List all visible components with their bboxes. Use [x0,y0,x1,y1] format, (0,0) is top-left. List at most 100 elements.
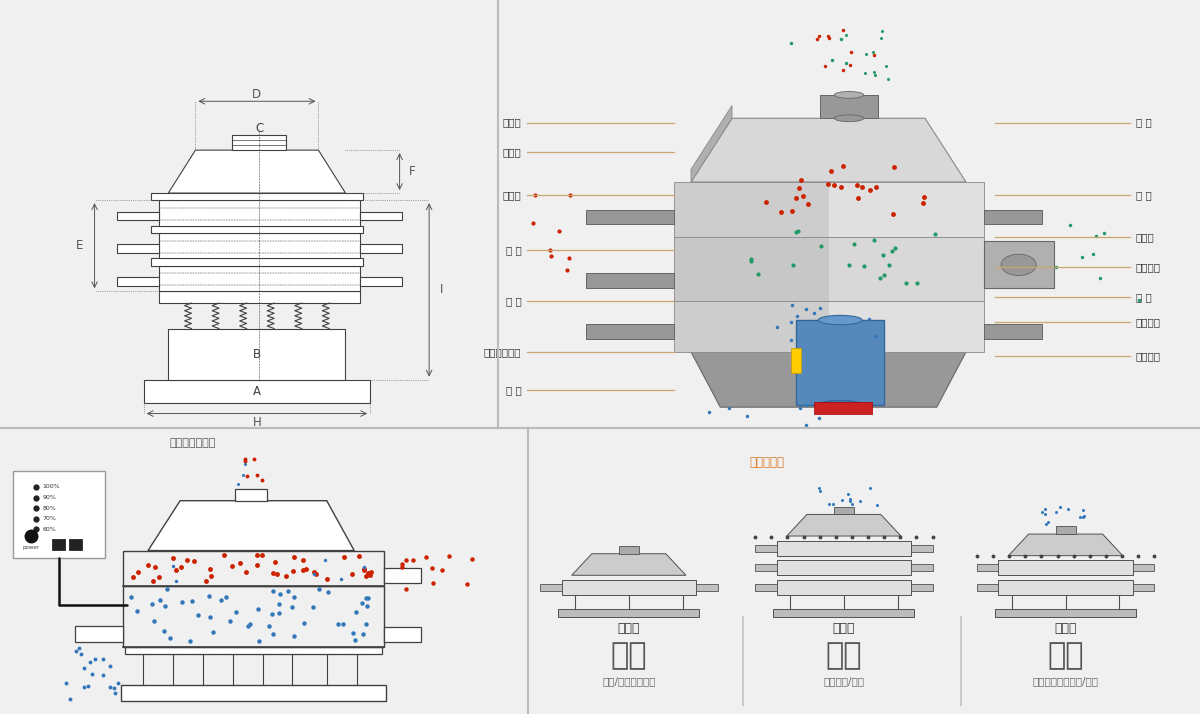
Bar [773,608,914,618]
Polygon shape [168,150,346,193]
Bar [755,564,776,571]
Bar [151,258,362,266]
Bar [360,277,402,286]
Text: 运输固定螺栓: 运输固定螺栓 [484,347,521,357]
Bar [1133,564,1154,571]
Text: 外形尺寸示意图: 外形尺寸示意图 [169,438,216,448]
Text: 出料口: 出料口 [503,190,521,200]
Text: C: C [256,122,264,136]
Bar [151,226,362,233]
Text: I: I [439,283,443,296]
Text: 双层式: 双层式 [1055,622,1076,635]
Text: H: H [252,416,262,428]
Bar [558,608,700,618]
Bar [998,580,1133,595]
Bar [562,580,696,595]
Text: power: power [23,545,40,550]
Bar [1056,526,1075,534]
Text: 去除液体中的颗粒/异物: 去除液体中的颗粒/异物 [1032,676,1099,686]
Text: 防尘盖: 防尘盖 [503,147,521,157]
Text: 弹 簧: 弹 簧 [505,296,521,306]
Text: 振动电机: 振动电机 [1135,317,1160,327]
Bar [977,564,998,571]
Text: 筛 盘: 筛 盘 [1135,292,1152,302]
Text: 束 环: 束 环 [505,245,521,255]
Bar [776,540,911,555]
Bar [122,550,384,586]
Text: 三层式: 三层式 [833,622,856,635]
Text: F: F [408,165,415,178]
Text: A: A [253,385,260,398]
Polygon shape [1008,534,1123,555]
Bar [158,266,360,291]
Bar [116,212,158,220]
Bar [834,507,854,514]
Text: 过滤: 过滤 [826,641,862,670]
Bar [540,584,562,591]
Bar [984,324,1042,339]
Polygon shape [673,237,984,301]
Bar [998,560,1133,575]
Text: B: B [253,348,260,361]
Ellipse shape [834,91,864,99]
Text: 结构示意图: 结构示意图 [750,456,785,469]
Polygon shape [673,182,828,237]
Bar [814,402,872,413]
Bar [995,608,1136,618]
Bar [1133,584,1154,591]
Bar [755,545,776,552]
Bar [158,233,360,258]
Text: 除杂: 除杂 [1048,641,1084,670]
Polygon shape [673,301,984,352]
Bar [911,584,932,591]
Bar [776,560,911,575]
Text: 分级: 分级 [611,641,647,670]
Bar [151,193,362,200]
Bar [158,200,360,226]
Bar [755,584,776,591]
Bar [116,244,158,253]
Text: D: D [252,89,262,101]
Ellipse shape [1001,254,1037,276]
Polygon shape [673,301,828,352]
Bar [797,320,884,405]
Bar [384,627,421,642]
Text: 网 架: 网 架 [1135,190,1152,200]
Bar [820,95,878,119]
Polygon shape [691,106,732,182]
Bar [384,568,421,583]
Polygon shape [787,514,901,536]
Bar [619,545,638,554]
Bar [168,328,346,380]
Text: 100%: 100% [43,484,60,490]
Bar [586,210,673,224]
Bar [233,135,287,150]
Text: 60%: 60% [43,527,56,532]
Polygon shape [673,237,828,301]
Bar [984,273,1042,288]
Bar [74,625,122,642]
Bar [776,580,911,595]
Bar [586,273,673,288]
Bar [586,324,673,339]
Bar [360,212,402,220]
Text: 下部重锤: 下部重锤 [1135,351,1160,361]
Text: 单层式: 单层式 [618,622,640,635]
Text: 加重块: 加重块 [1135,232,1154,242]
Polygon shape [691,119,966,182]
Bar [158,291,360,303]
Bar [235,489,268,501]
Bar [360,244,402,253]
Text: 90%: 90% [43,495,56,500]
Bar [791,348,802,373]
Text: 筛 网: 筛 网 [1135,118,1152,128]
Polygon shape [148,501,354,550]
Polygon shape [691,352,966,407]
Bar [120,685,386,701]
Ellipse shape [818,401,862,410]
Ellipse shape [834,115,864,121]
Text: 颗粒/粉末准确分级: 颗粒/粉末准确分级 [602,676,655,686]
Bar [144,380,370,403]
Bar [984,241,1054,288]
Bar [984,210,1042,224]
